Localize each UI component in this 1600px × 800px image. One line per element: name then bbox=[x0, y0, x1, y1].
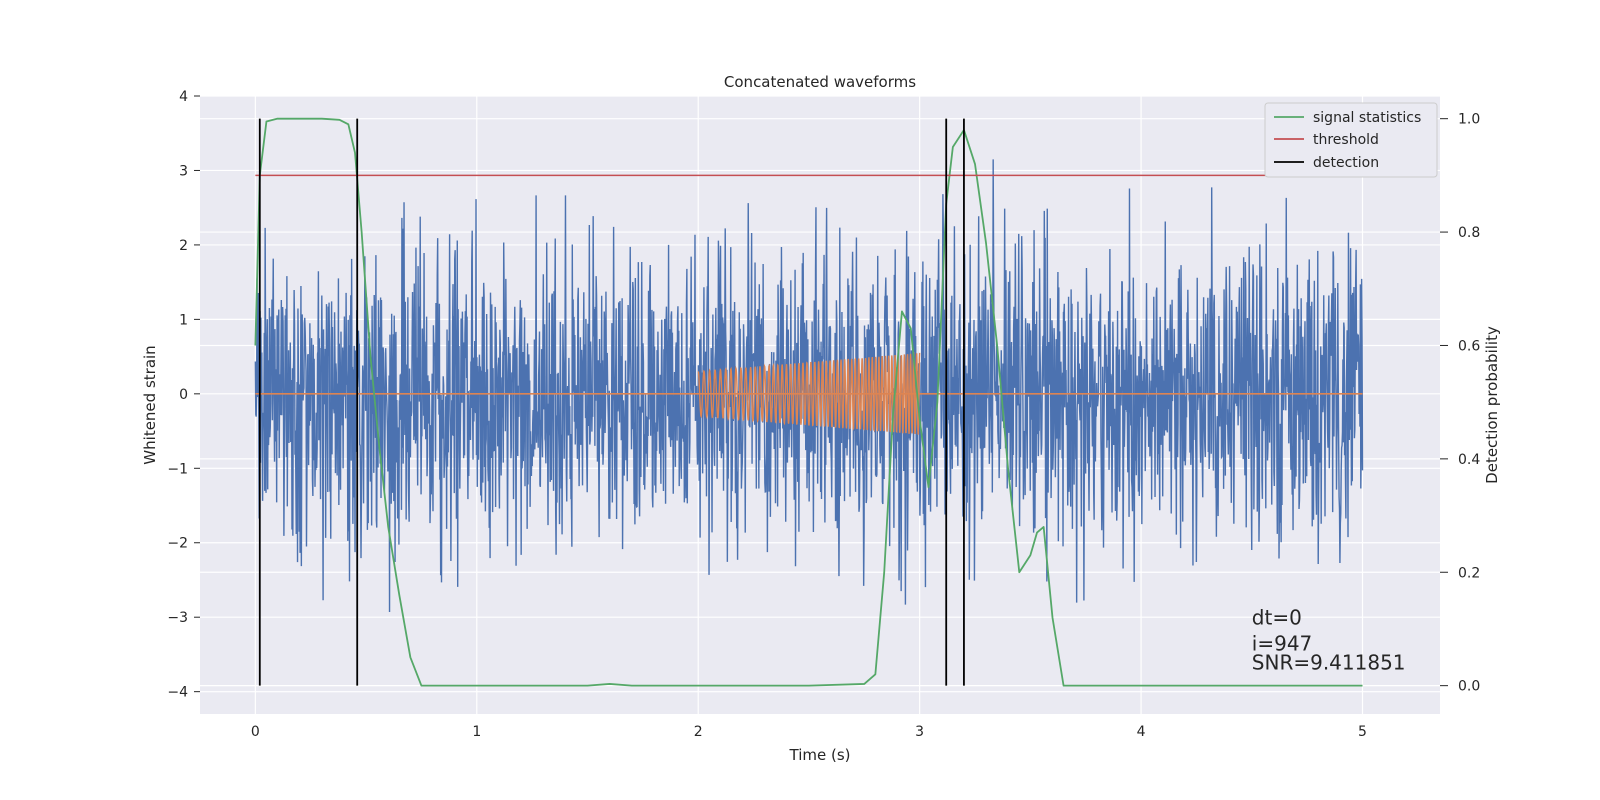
y-left-tick-label: −3 bbox=[167, 610, 188, 626]
annotation-index: i=947 bbox=[1252, 632, 1313, 656]
strain-line bbox=[254, 159, 1364, 613]
y-left-tick-label: 0 bbox=[179, 387, 188, 403]
x-tick-label: 0 bbox=[251, 724, 260, 740]
strain-series bbox=[254, 159, 1364, 613]
y-right-tick-label: 0.4 bbox=[1458, 452, 1480, 468]
legend: signal statistics threshold detection bbox=[1264, 102, 1438, 178]
tick-labels: 0 1 2 3 4 5 −4 −3 −2 −1 0 1 2 3 4 0.0 0.2 0.4 0.6 0.8 1.0 bbox=[167, 89, 1480, 740]
annotation-snr: SNR=9.411851 bbox=[1252, 650, 1406, 674]
chart-title: Concatenated waveforms bbox=[724, 73, 916, 91]
annotation-dt: dt=0 bbox=[1252, 606, 1302, 630]
template-series bbox=[255, 351, 1363, 435]
detection-lines bbox=[258, 118, 965, 686]
y-right-tick-label: 0.2 bbox=[1458, 565, 1480, 581]
y-left-tick-label: 2 bbox=[179, 238, 188, 254]
y-right-tick-label: 1.0 bbox=[1458, 112, 1480, 128]
x-tick-label: 3 bbox=[915, 724, 924, 740]
y-right-tick-label: 0.0 bbox=[1458, 679, 1480, 695]
legend-label-detection: detection bbox=[1313, 155, 1379, 171]
legend-label-threshold: threshold bbox=[1313, 132, 1379, 148]
y-left-tick-label: 3 bbox=[179, 163, 188, 179]
y-right-tick-label: 0.6 bbox=[1458, 338, 1480, 354]
signal-statistics-line bbox=[254, 117, 1363, 687]
x-tick-label: 5 bbox=[1358, 724, 1367, 740]
x-tick-label: 1 bbox=[472, 724, 481, 740]
y-axis-right-label: Detection probability bbox=[1483, 326, 1501, 484]
y-left-tick-label: −4 bbox=[167, 685, 188, 701]
y-left-tick-label: −2 bbox=[167, 536, 188, 552]
y-left-tick-label: 1 bbox=[179, 312, 188, 328]
y-left-tick-label: −1 bbox=[167, 461, 188, 477]
x-tick-label: 4 bbox=[1137, 724, 1146, 740]
x-tick-label: 2 bbox=[694, 724, 703, 740]
signal-statistics-series bbox=[254, 117, 1363, 687]
legend-label-signal-statistics: signal statistics bbox=[1313, 110, 1421, 126]
y-axis-left-label: Whitened strain bbox=[141, 345, 159, 464]
y-right-tick-label: 0.8 bbox=[1458, 225, 1480, 241]
x-axis-label: Time (s) bbox=[789, 746, 851, 764]
template-line bbox=[697, 351, 921, 435]
legend-box bbox=[1264, 102, 1438, 178]
y-left-tick-label: 4 bbox=[179, 89, 188, 105]
